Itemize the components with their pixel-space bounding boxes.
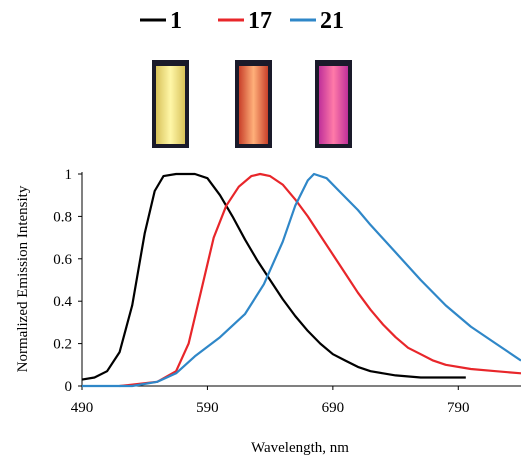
legend-label-21: 21 [320,8,344,34]
x-axis-title: Wavelength, nm [251,440,349,456]
x-tick-label: 490 [71,400,94,416]
legend-label-17: 17 [248,8,272,34]
y-tick-label: 0.6 [53,252,72,268]
axes: 0 0.2 0.4 0.6 0.8 1 490 590 690 790 [53,167,521,416]
x-tick-label: 590 [196,400,219,416]
series-21-line [82,172,521,388]
x-tick-label: 790 [447,400,470,416]
vial-17 [239,66,268,144]
series-17-line [119,172,521,388]
y-tick-label: 0.2 [53,337,72,353]
x-tick-label: 690 [322,400,345,416]
vial-photos [152,60,352,148]
y-axis-title: Normalized Emission Intensity [15,185,31,372]
legend-label-1: 1 [170,8,182,34]
legend: 1 17 21 [140,8,344,34]
plot-area [81,172,521,388]
vial-21 [319,66,348,144]
y-tick-label: 1 [65,167,73,183]
y-tick-label: 0.4 [53,294,72,310]
series-1-line [81,172,466,381]
y-tick-label: 0.8 [53,209,72,225]
vial-1 [156,66,185,144]
y-tick-label: 0 [65,379,73,395]
